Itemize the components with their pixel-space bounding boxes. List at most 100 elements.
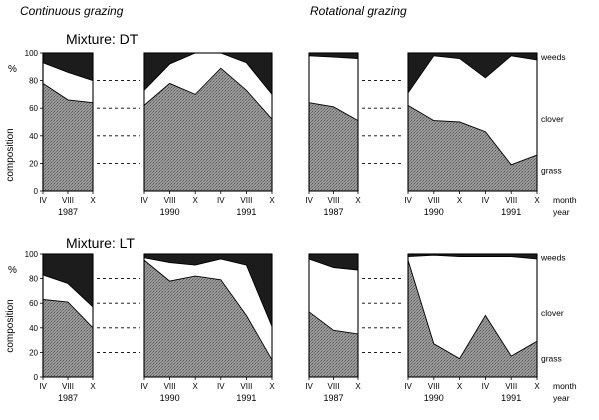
clover-boundary-line bbox=[407, 254, 538, 260]
x-tick-label: VIII bbox=[240, 382, 252, 391]
x-tick-label: X bbox=[355, 382, 361, 391]
legend-clover-label: clover bbox=[541, 114, 564, 124]
grass-boundary-line bbox=[42, 83, 94, 104]
x-tick-label: IV bbox=[305, 196, 313, 205]
legend-grass-label: grass bbox=[541, 165, 562, 175]
segment-frame bbox=[143, 52, 273, 192]
x-tick-label: IV bbox=[305, 382, 313, 391]
x-tick-label: IV bbox=[482, 382, 490, 391]
y-axis-unit-lt: % bbox=[8, 265, 17, 276]
year-label: 1987 bbox=[58, 207, 78, 217]
grass-area bbox=[309, 311, 358, 377]
x-tick-label: VIII bbox=[428, 382, 440, 391]
grass-boundary-line bbox=[143, 259, 273, 361]
year-label: 1991 bbox=[501, 207, 521, 217]
y-tick-label: 60 bbox=[29, 104, 38, 113]
x-tick-label: IV bbox=[482, 196, 490, 205]
x-tick-label: VIII bbox=[505, 382, 517, 391]
grass-boundary-line bbox=[42, 299, 94, 329]
clover-boundary-line bbox=[42, 62, 94, 82]
x-tick-label: X bbox=[193, 382, 199, 391]
x-tick-label: IV bbox=[39, 382, 47, 391]
panel-0: IV VIII X 1987 IV VIII X IV VIII X 1990 1991 0 20 40 60… bbox=[25, 49, 276, 217]
year-label: 1990 bbox=[160, 207, 180, 217]
x-tick-label: X bbox=[90, 382, 96, 391]
year-label: 1991 bbox=[501, 393, 521, 403]
x-tick-label: VIII bbox=[240, 196, 252, 205]
segment-frame bbox=[143, 253, 273, 378]
mixture-lt-title: Mixture: LT bbox=[66, 235, 135, 251]
x-tick-label: VIII bbox=[505, 196, 517, 205]
x-tick-label: X bbox=[355, 196, 361, 205]
mixture-dt-title: Mixture: DT bbox=[66, 31, 139, 47]
x-tick-label: VIII bbox=[164, 196, 176, 205]
year-label: 1990 bbox=[424, 207, 444, 217]
year-label: 1987 bbox=[58, 393, 78, 403]
x-tick-label: VIII bbox=[327, 196, 339, 205]
month-caption: month bbox=[553, 381, 577, 391]
y-tick-label: 100 bbox=[25, 250, 39, 259]
grass-area bbox=[43, 299, 93, 377]
year-label: 1991 bbox=[236, 393, 256, 403]
y-tick-label: 20 bbox=[29, 159, 38, 168]
grass-boundary-line bbox=[407, 259, 538, 360]
panel-2: IV VIII X 1987 IV VIII X IV VIII X 1990 1991 0 20 40 60… bbox=[25, 250, 276, 403]
year-caption: year bbox=[553, 393, 570, 403]
x-tick-label: IV bbox=[404, 382, 412, 391]
clover-boundary-line bbox=[308, 258, 359, 271]
legend-weeds-label: weeds bbox=[540, 52, 566, 62]
x-tick-label: X bbox=[90, 196, 96, 205]
panel-3: IV VIII X 1987 IV VIII X IV VIII X 1990 1991 weeds cl… bbox=[305, 253, 577, 403]
clover-boundary-line bbox=[407, 55, 538, 94]
x-tick-label: X bbox=[193, 196, 199, 205]
panel-1: IV VIII X 1987 IV VIII X IV VIII X 1990 1991 weeds cl… bbox=[305, 52, 577, 217]
grass-area bbox=[43, 83, 93, 191]
x-tick-label: X bbox=[457, 196, 463, 205]
x-tick-label: IV bbox=[140, 382, 148, 391]
clover-boundary-line bbox=[42, 274, 94, 308]
year-label: 1987 bbox=[323, 207, 343, 217]
grass-boundary-line bbox=[308, 102, 359, 121]
y-tick-label: 0 bbox=[34, 373, 39, 382]
y-axis-label-lt: composition bbox=[5, 299, 16, 352]
x-tick-label: VIII bbox=[62, 382, 74, 391]
grass-boundary-line bbox=[407, 105, 538, 166]
year-label: 1990 bbox=[424, 393, 444, 403]
x-tick-label: X bbox=[534, 382, 540, 391]
y-tick-label: 0 bbox=[34, 187, 39, 196]
y-tick-label: 100 bbox=[25, 49, 39, 58]
year-label: 1987 bbox=[323, 393, 343, 403]
grass-boundary-line bbox=[308, 311, 359, 335]
x-tick-label: IV bbox=[217, 196, 225, 205]
x-tick-label: IV bbox=[217, 382, 225, 391]
grass-area bbox=[408, 105, 537, 191]
segment-frame bbox=[407, 52, 538, 192]
segment-frame bbox=[407, 253, 538, 378]
x-tick-label: X bbox=[457, 382, 463, 391]
x-tick-label: IV bbox=[140, 196, 148, 205]
x-tick-label: X bbox=[269, 382, 275, 391]
grass-area bbox=[144, 260, 272, 377]
x-tick-label: VIII bbox=[62, 196, 74, 205]
year-caption: year bbox=[553, 207, 570, 217]
x-tick-label: X bbox=[534, 196, 540, 205]
grass-area bbox=[309, 102, 358, 191]
y-tick-label: 80 bbox=[29, 77, 38, 86]
y-tick-label: 40 bbox=[29, 132, 38, 141]
y-tick-label: 80 bbox=[29, 275, 38, 284]
x-tick-label: IV bbox=[404, 196, 412, 205]
x-tick-label: X bbox=[269, 196, 275, 205]
x-tick-label: VIII bbox=[428, 196, 440, 205]
y-tick-label: 20 bbox=[29, 348, 38, 357]
year-label: 1991 bbox=[236, 207, 256, 217]
clover-boundary-line bbox=[308, 55, 359, 59]
x-tick-label: VIII bbox=[327, 382, 339, 391]
month-caption: month bbox=[553, 195, 577, 205]
year-label: 1990 bbox=[160, 393, 180, 403]
legend-clover-label: clover bbox=[541, 308, 564, 318]
clover-boundary-line bbox=[143, 257, 273, 327]
y-axis-unit-dt: % bbox=[8, 64, 17, 75]
y-tick-label: 60 bbox=[29, 299, 38, 308]
heading-rotational-grazing: Rotational grazing bbox=[310, 4, 407, 18]
y-tick-label: 40 bbox=[29, 324, 38, 333]
